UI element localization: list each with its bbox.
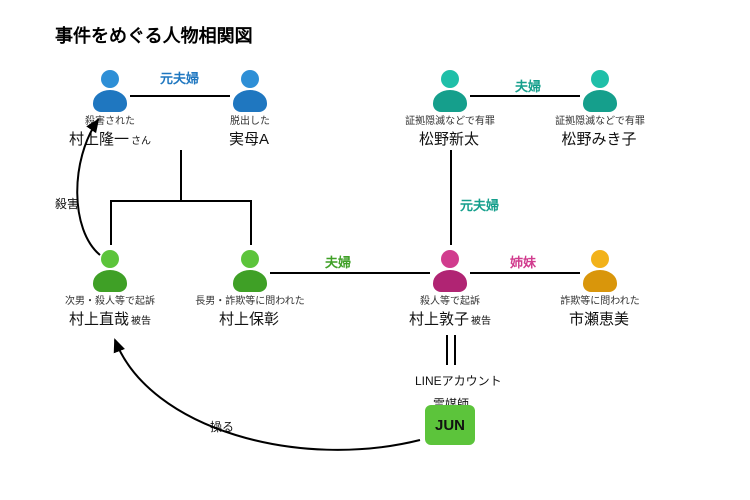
jun-line-account-box: JUN [425, 405, 475, 445]
arrow-ayatsuru [0, 0, 750, 500]
jun-text: JUN [435, 417, 465, 434]
